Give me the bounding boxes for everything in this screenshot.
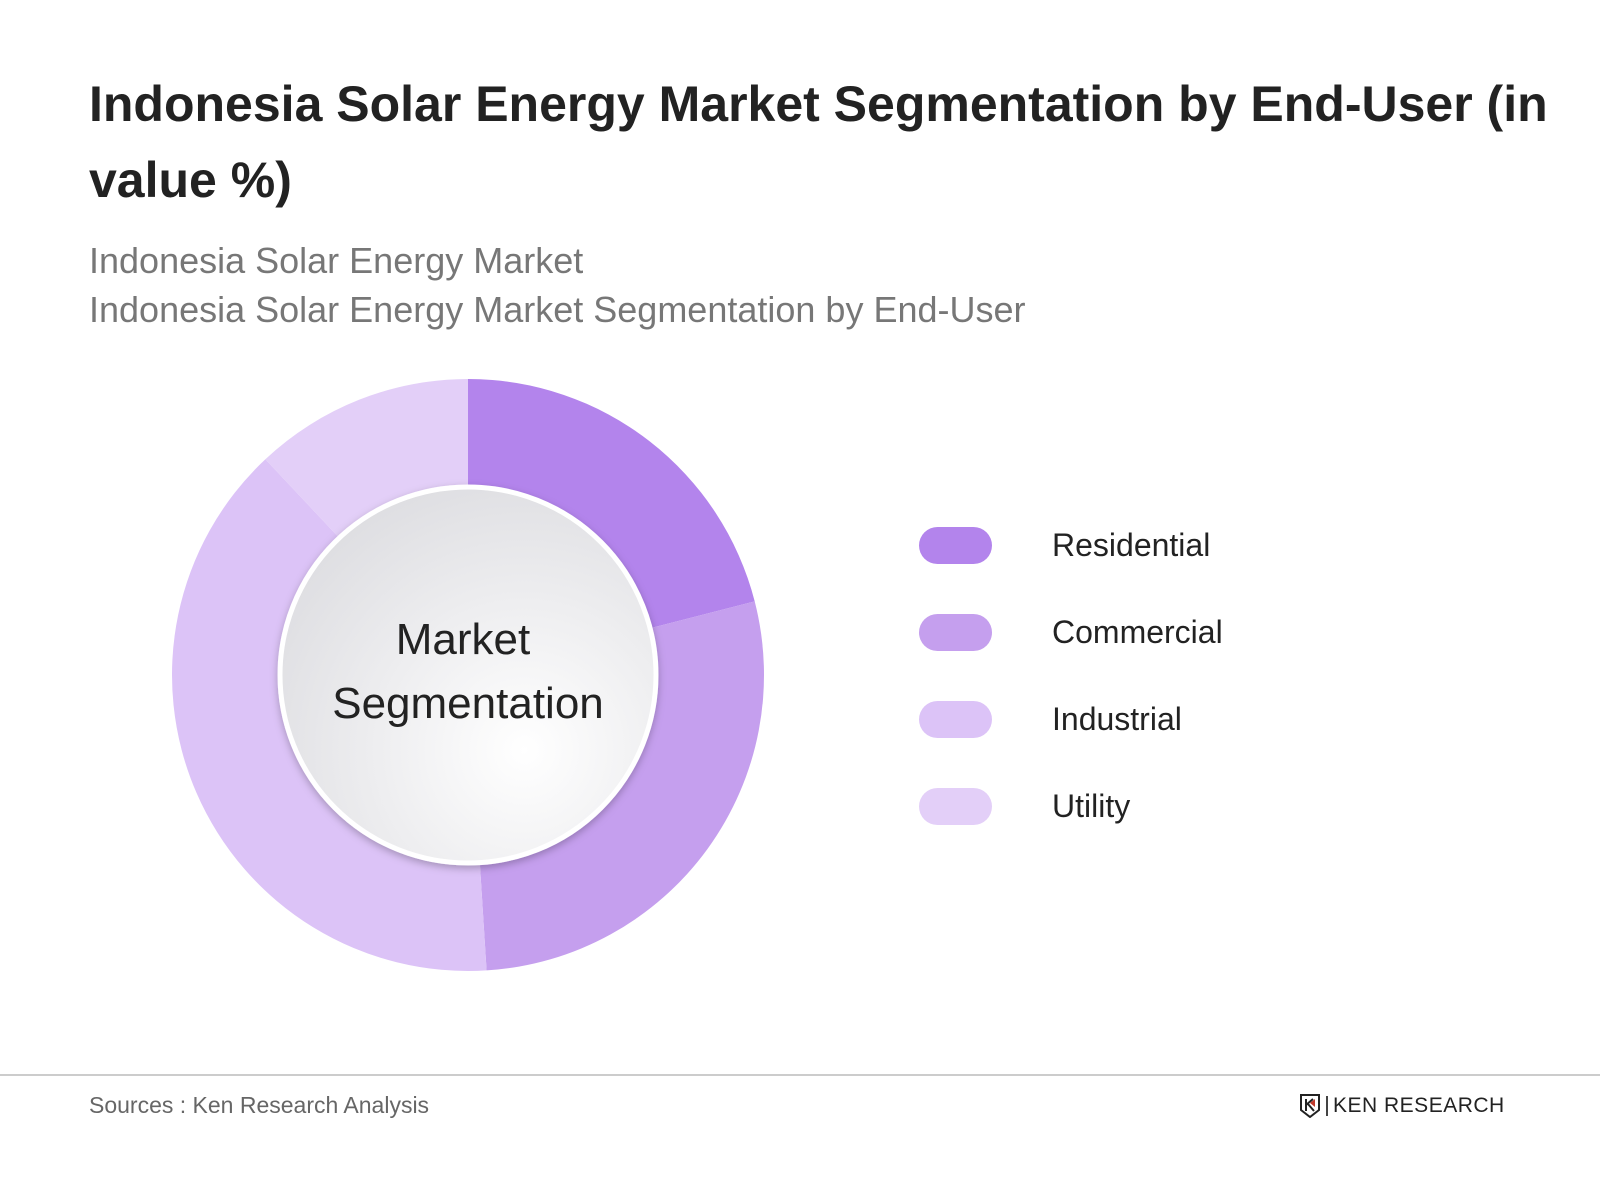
legend-swatch <box>919 700 992 738</box>
slice-industrial <box>172 459 487 971</box>
ken-logo-icon <box>1300 1094 1320 1118</box>
chart-subtitle-1: Indonesia Solar Energy Market <box>89 240 584 281</box>
logo-text: KEN RESEARCH <box>1326 1095 1505 1116</box>
legend-item-commercial: Commercial <box>919 613 1223 651</box>
ken-research-logo: KEN RESEARCH <box>1300 1094 1505 1118</box>
chart-title: Indonesia Solar Energy Market Segmentati… <box>89 76 1548 208</box>
legend-label: Industrial <box>1052 700 1182 737</box>
center-label-line-1: Market <box>396 615 530 664</box>
legend-item-residential: Residential <box>919 526 1210 564</box>
legend-item-industrial: Industrial <box>919 700 1182 738</box>
sources-note: Sources : Ken Research Analysis <box>89 1092 430 1118</box>
legend-swatch <box>919 526 992 564</box>
center-label-line-2: Segmentation <box>332 679 604 728</box>
donut-chart: Market Segmentation <box>172 379 764 971</box>
footer-divider <box>0 1074 1600 1076</box>
legend-swatch <box>919 787 992 825</box>
legend-label: Residential <box>1052 526 1211 563</box>
legend-item-utility: Utility <box>919 787 1130 825</box>
chart-subtitle-2: Indonesia Solar Energy Market Segmentati… <box>89 289 1026 330</box>
legend-label: Utility <box>1052 787 1131 824</box>
donut-center <box>277 484 659 866</box>
slice-utility <box>265 379 468 544</box>
legend-swatch <box>919 613 992 651</box>
legend-label: Commercial <box>1052 613 1223 650</box>
slice-residential <box>468 379 755 631</box>
